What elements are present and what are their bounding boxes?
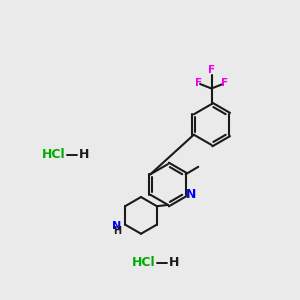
Text: F: F (195, 78, 203, 88)
Text: H: H (113, 226, 122, 236)
Text: HCl: HCl (132, 256, 156, 269)
Text: F: F (208, 65, 215, 75)
Text: HCl: HCl (42, 148, 66, 161)
Text: F: F (220, 78, 228, 88)
Text: N: N (186, 188, 196, 201)
Text: N: N (112, 221, 122, 231)
Text: H: H (79, 148, 89, 161)
Text: H: H (169, 256, 179, 269)
